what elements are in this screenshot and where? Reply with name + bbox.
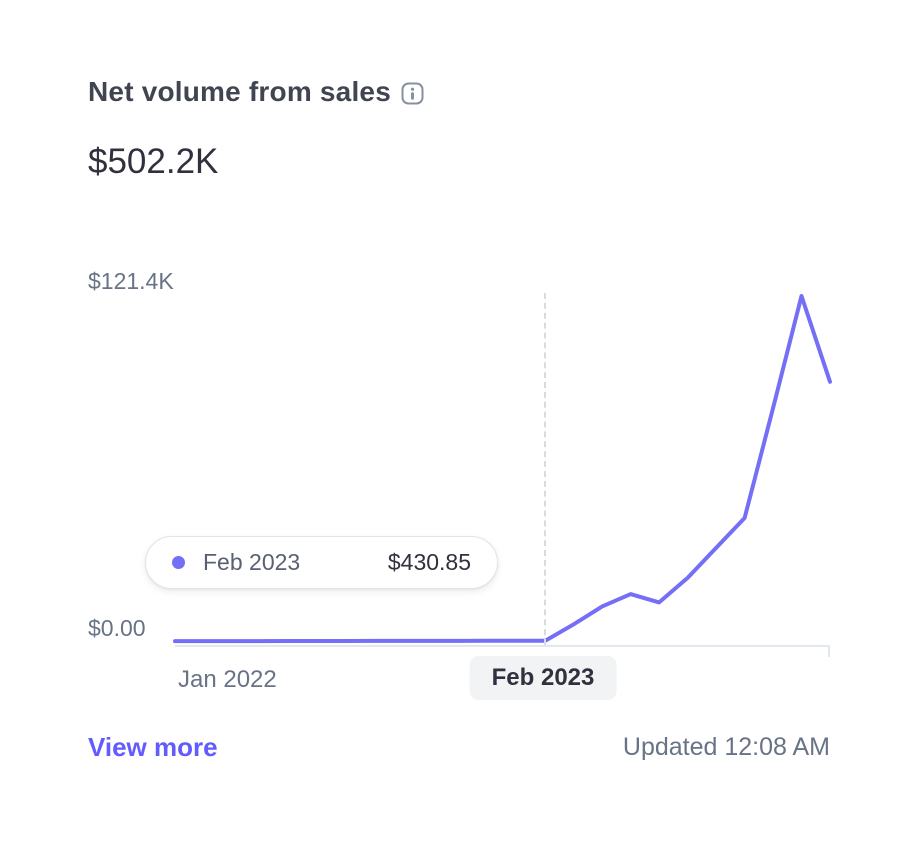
hover-guideline — [544, 293, 547, 645]
tooltip-series-dot — [172, 556, 185, 569]
view-more-link[interactable]: View more — [88, 732, 218, 762]
y-axis-max-label: $121.4K — [88, 268, 174, 294]
chart-title: Net volume from sales — [88, 76, 391, 107]
x-axis-right-tick — [828, 645, 830, 657]
y-axis-min-label: $0.00 — [88, 615, 146, 641]
updated-timestamp: Updated 12:08 AM — [622, 733, 830, 761]
total-value: $502.2K — [88, 142, 219, 181]
chart-tooltip: Feb 2023 $430.85 — [145, 536, 498, 589]
widget-header: Net volume from sales — [88, 76, 424, 108]
tooltip-value: $430.85 — [387, 549, 471, 575]
info-icon[interactable] — [401, 82, 424, 105]
line-chart-plot[interactable] — [173, 293, 832, 645]
x-label-feb-2023-highlighted: Feb 2023 — [469, 656, 617, 700]
tooltip-label: Feb 2023 — [203, 549, 301, 575]
x-label-jan-2022: Jan 2022 — [178, 666, 277, 693]
net-volume-line-chart[interactable] — [173, 293, 832, 645]
x-axis-line — [175, 645, 830, 647]
